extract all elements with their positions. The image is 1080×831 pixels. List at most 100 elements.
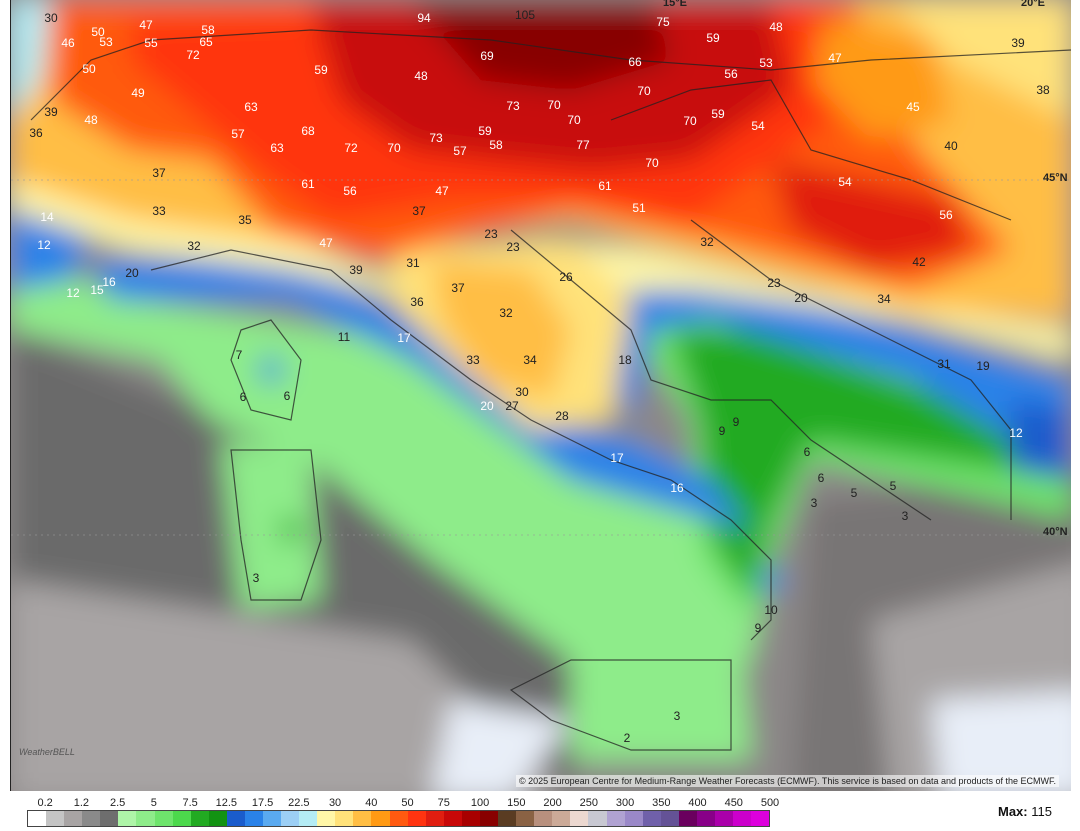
precip-value-label: 56 [724, 67, 738, 81]
precip-value-label: 59 [314, 63, 328, 77]
legend-swatch [642, 811, 661, 826]
legend-tick: 300 [615, 797, 635, 809]
precip-value-label: 10 [764, 603, 778, 617]
legend-tick: 7.5 [182, 797, 198, 809]
precip-value-label: 20 [125, 266, 139, 280]
precip-value-label: 2 [623, 731, 631, 745]
precip-value-label: 31 [406, 256, 420, 270]
precip-value-label: 47 [139, 18, 153, 32]
precip-value-label: 37 [152, 166, 166, 180]
legend-tick: 250 [579, 797, 598, 809]
precip-value-label: 72 [186, 48, 200, 62]
legend-tick: 350 [652, 797, 671, 809]
legend-swatch [82, 811, 101, 826]
legend-swatch [678, 811, 697, 826]
legend-swatch [263, 811, 282, 826]
precip-value-label: 34 [877, 292, 891, 306]
precip-value-label: 19 [976, 359, 990, 373]
precip-value-label: 46 [61, 36, 75, 50]
legend-swatch [172, 811, 191, 826]
precip-value-label: 23 [506, 240, 520, 254]
precip-value-label: 66 [628, 55, 642, 69]
legend-swatch [534, 811, 553, 826]
legend-tick: 12.5 [215, 797, 238, 809]
legend-swatch [552, 811, 571, 826]
legend-swatch [299, 811, 318, 826]
precip-value-label: 51 [632, 201, 646, 215]
precip-value-label: 42 [912, 255, 926, 269]
legend-swatch [516, 811, 535, 826]
precip-value-label: 57 [231, 127, 245, 141]
precip-value-label: 36 [410, 295, 424, 309]
weatherbell-logo: WeatherBELL [19, 747, 75, 757]
legend-swatch [353, 811, 372, 826]
precip-value-label: 15 [90, 283, 104, 297]
legend-tick: 0.2 [37, 797, 53, 809]
precip-value-label: 28 [555, 409, 569, 423]
legend-swatch [100, 811, 119, 826]
precip-value-label: 48 [769, 20, 783, 34]
precip-value-label: 59 [711, 107, 725, 121]
max-value-readout: Max: 115 [998, 804, 1052, 819]
legend-tick: 17.5 [251, 797, 274, 809]
legend-tick: 400 [688, 797, 707, 809]
legend-tick: 450 [724, 797, 743, 809]
precip-value-label: 37 [412, 204, 426, 218]
precip-value-label: 75 [656, 15, 670, 29]
legend-swatch [624, 811, 643, 826]
precip-value-label: 6 [239, 390, 247, 404]
precip-value-label: 68 [301, 124, 315, 138]
longitude-label: 20°E [1021, 0, 1045, 9]
precip-value-label: 33 [152, 204, 166, 218]
precip-value-label: 30 [515, 385, 529, 399]
precip-value-label: 6 [283, 389, 291, 403]
legend-swatch [389, 811, 408, 826]
legend-tick: 50 [401, 797, 414, 809]
precipitation-map[interactable]: 30 47 46 50 53 55 58 65 72 94 105 75 59 48 47 39 69 50 49 5… [10, 0, 1071, 791]
precip-value-label: 65 [199, 35, 213, 49]
precip-value-label: 63 [270, 141, 284, 155]
legend-swatch [371, 811, 390, 826]
precip-value-label: 47 [319, 236, 333, 250]
precip-value-label: 37 [451, 281, 465, 295]
precip-value-label: 70 [637, 84, 651, 98]
precip-value-label: 55 [144, 36, 158, 50]
legend-tick: 100 [470, 797, 490, 809]
legend-swatch [443, 811, 462, 826]
precip-value-label: 11 [337, 330, 351, 344]
legend-color-bar [27, 810, 770, 827]
precip-value-label: 23 [484, 227, 498, 241]
legend-swatch [154, 811, 173, 826]
legend-tick: 1.2 [73, 797, 90, 809]
legend-swatch [46, 811, 65, 826]
legend-swatch [335, 811, 354, 826]
precip-value-label: 54 [751, 119, 765, 133]
precip-value-label: 70 [547, 98, 561, 112]
legend-swatch [606, 811, 625, 826]
precip-value-label: 56 [343, 184, 357, 198]
precip-value-label: 16 [102, 275, 116, 289]
precip-value-label: 54 [838, 175, 852, 189]
longitude-label: 15°E [663, 0, 687, 9]
precip-value-label: 34 [523, 353, 537, 367]
legend-swatch [407, 811, 426, 826]
precip-value-label: 39 [44, 105, 58, 119]
precip-value-label: 3 [252, 571, 260, 585]
precip-value-label: 48 [414, 69, 428, 83]
precip-value-label: 77 [576, 138, 590, 152]
legend-swatch [136, 811, 155, 826]
precip-value-label: 49 [131, 86, 145, 100]
legend-swatch [244, 811, 264, 826]
precip-value-label: 50 [82, 62, 96, 76]
precip-value-label: 35 [238, 213, 252, 227]
legend-swatch [714, 811, 734, 826]
precip-value-label: 12 [37, 238, 51, 252]
precip-value-label: 5 [889, 479, 897, 493]
legend-swatch [118, 811, 137, 826]
precip-value-label: 39 [349, 263, 363, 277]
legend-tick: 500 [760, 797, 780, 809]
precip-value-label: 9 [754, 621, 762, 635]
precip-value-label: 53 [99, 35, 113, 49]
max-label: Max: [998, 804, 1028, 819]
precip-value-label: 38 [1036, 83, 1050, 97]
